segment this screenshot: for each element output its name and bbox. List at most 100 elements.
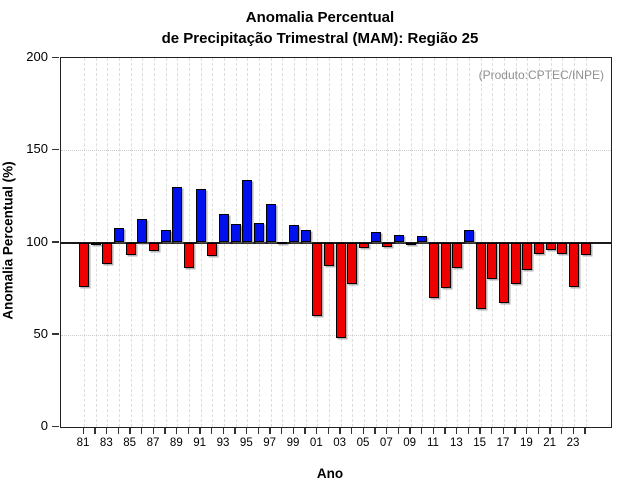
bar-95 xyxy=(242,179,253,243)
bar-17 xyxy=(499,242,509,304)
bar-14 xyxy=(464,229,474,243)
x-tick xyxy=(350,428,353,434)
x-tick xyxy=(199,428,201,434)
x-tick-label: 21 xyxy=(543,437,557,449)
bar-84 xyxy=(114,227,124,243)
x-tick xyxy=(525,428,528,434)
y-tick-label: 50 xyxy=(33,325,48,341)
bar-88 xyxy=(160,229,171,243)
x-tick xyxy=(152,428,154,434)
bar-92 xyxy=(207,242,218,257)
x-tick xyxy=(455,428,458,434)
bar-08 xyxy=(394,235,404,243)
x-tick-label: 89 xyxy=(169,437,183,449)
bar-22 xyxy=(557,242,568,255)
x-tick xyxy=(339,428,341,434)
x-tick-label: 11 xyxy=(427,437,439,449)
x-tick xyxy=(432,428,434,434)
x-tick-label: 83 xyxy=(99,437,113,449)
bar-86 xyxy=(137,219,148,243)
x-tick-label: 17 xyxy=(496,437,510,449)
y-tick-label: 150 xyxy=(26,141,48,157)
x-tick xyxy=(117,428,119,434)
x-tick xyxy=(444,428,446,434)
bar-02 xyxy=(324,242,334,267)
x-tick xyxy=(94,428,96,434)
x-tick xyxy=(327,428,329,434)
y-tick-label: 200 xyxy=(26,49,48,64)
gridline-horizontal xyxy=(61,150,611,152)
x-tick-label: 91 xyxy=(193,437,207,449)
x-tick-label: 03 xyxy=(333,437,347,449)
x-tick-label: 95 xyxy=(239,437,253,449)
x-tick-label: 15 xyxy=(473,437,487,449)
bar-03 xyxy=(335,242,346,338)
x-tick xyxy=(269,428,271,434)
x-tick xyxy=(140,428,143,434)
x-tick xyxy=(280,428,283,434)
x-tick xyxy=(409,428,411,434)
x-tick xyxy=(105,428,108,434)
plot-area xyxy=(60,57,612,428)
bar-11 xyxy=(429,242,439,298)
x-tick xyxy=(129,428,131,434)
bar-06 xyxy=(370,232,381,243)
x-tick xyxy=(234,428,236,434)
bar-21 xyxy=(545,242,556,250)
x-tick-label: 87 xyxy=(146,437,160,449)
source-annotation: (Produto:CPTEC/INPE) xyxy=(478,68,604,82)
y-tick xyxy=(52,333,59,335)
bar-98 xyxy=(277,241,288,244)
x-tick xyxy=(397,428,399,434)
bar-87 xyxy=(149,242,159,251)
bar-97 xyxy=(265,203,276,243)
x-tick-label: 97 xyxy=(263,437,277,449)
x-tick xyxy=(479,428,481,434)
bar-01 xyxy=(312,242,323,317)
x-tick xyxy=(420,428,423,434)
x-tick xyxy=(304,428,306,434)
bar-81 xyxy=(79,242,89,287)
x-tick-label: 01 xyxy=(309,437,323,449)
bar-10 xyxy=(417,236,428,243)
bar-20 xyxy=(534,242,544,254)
chart-title-line2: de Precipitação Trimestral (MAM): Região… xyxy=(161,30,479,47)
bar-82 xyxy=(90,242,101,245)
y-tick-label: 100 xyxy=(26,233,48,249)
bar-96 xyxy=(254,223,264,243)
x-tick xyxy=(222,428,224,434)
x-tick xyxy=(560,428,563,434)
x-tick-label: 07 xyxy=(379,437,393,449)
x-tick xyxy=(467,428,469,434)
bar-94 xyxy=(230,224,241,243)
bar-83 xyxy=(102,242,113,264)
bar-99 xyxy=(289,224,299,243)
x-tick xyxy=(164,428,166,434)
x-tick xyxy=(572,428,574,434)
bar-05 xyxy=(359,242,369,249)
y-tick-label: 0 xyxy=(40,418,48,433)
x-tick-label: 19 xyxy=(519,437,533,449)
x-tick-label: 99 xyxy=(286,437,300,449)
x-tick-label: 13 xyxy=(449,437,463,449)
x-tick xyxy=(362,428,364,434)
bar-09 xyxy=(405,242,416,245)
x-tick-label: 93 xyxy=(216,437,230,449)
x-tick-label: 09 xyxy=(403,437,417,449)
y-tick xyxy=(52,56,59,58)
bar-19 xyxy=(522,242,533,271)
y-axis-label: Anomalia Percentual (%) xyxy=(0,161,16,320)
x-tick xyxy=(374,428,376,434)
x-tick xyxy=(385,428,388,434)
bar-13 xyxy=(452,242,463,269)
bar-16 xyxy=(487,242,498,280)
x-tick xyxy=(537,428,539,434)
y-tick xyxy=(52,148,59,151)
bar-15 xyxy=(475,242,486,309)
x-tick-label: 23 xyxy=(566,437,580,449)
x-axis-label: Ano xyxy=(316,466,344,481)
y-tick xyxy=(52,241,59,243)
x-tick-label: 81 xyxy=(76,437,90,449)
x-tick xyxy=(210,428,213,434)
y-tick xyxy=(52,425,59,427)
